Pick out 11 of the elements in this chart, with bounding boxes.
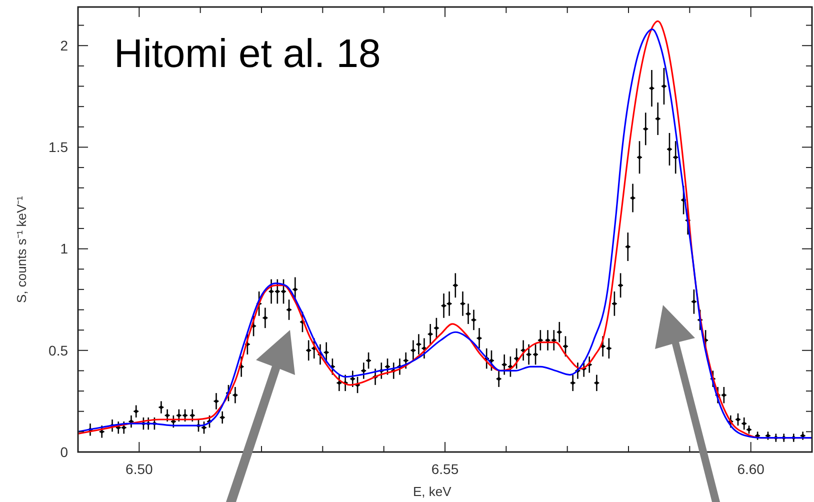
y-tick-label: 0 (60, 444, 68, 460)
y-tick-label: 2 (60, 38, 68, 54)
x-tick-label: 6.60 (737, 461, 765, 477)
y-axis-title: S, counts s⁻¹ keV⁻¹ (14, 195, 29, 303)
x-tick-label: 6.55 (431, 461, 459, 477)
y-tick-label: 0.5 (48, 342, 68, 358)
y-tick-label: 1.5 (48, 139, 68, 156)
x-axis-title: E, keV (413, 484, 452, 499)
annotation: Hitomi et al. 18 (114, 32, 381, 76)
x-tick-label: 6.50 (126, 461, 154, 477)
y-tick-label: 1 (60, 240, 68, 257)
